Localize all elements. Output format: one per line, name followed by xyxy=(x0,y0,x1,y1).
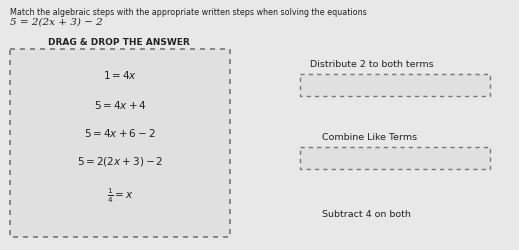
Text: $\frac{1}{4} = x$: $\frac{1}{4} = x$ xyxy=(106,186,133,204)
Text: Subtract 4 on both: Subtract 4 on both xyxy=(322,209,411,218)
Text: $5 = 4x + 6 - 2$: $5 = 4x + 6 - 2$ xyxy=(84,126,156,138)
Text: Combine Like Terms: Combine Like Terms xyxy=(322,132,417,141)
FancyBboxPatch shape xyxy=(300,148,490,169)
Text: DRAG & DROP THE ANSWER: DRAG & DROP THE ANSWER xyxy=(48,38,190,47)
Text: $1 = 4x$: $1 = 4x$ xyxy=(103,69,137,81)
FancyBboxPatch shape xyxy=(300,75,490,96)
Text: 5 = 2(2x + 3) − 2: 5 = 2(2x + 3) − 2 xyxy=(10,18,103,27)
Text: $5 = 2(2x + 3) - 2$: $5 = 2(2x + 3) - 2$ xyxy=(77,155,163,168)
Text: Distribute 2 to both terms: Distribute 2 to both terms xyxy=(310,60,434,69)
FancyBboxPatch shape xyxy=(10,50,230,237)
Text: Match the algebraic steps with the appropriate written steps when solving the eq: Match the algebraic steps with the appro… xyxy=(10,8,367,17)
Text: $5 = 4x + 4$: $5 = 4x + 4$ xyxy=(93,98,146,110)
